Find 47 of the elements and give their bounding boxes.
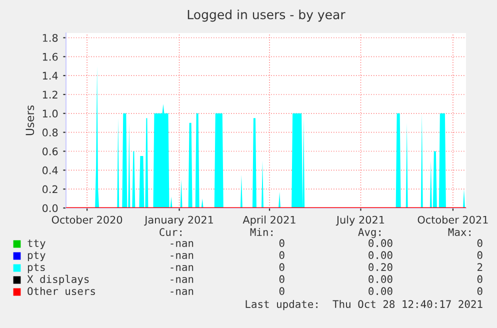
y-axis-title: Users [26, 105, 34, 136]
y-tick-label: 1.4 [42, 72, 58, 80]
legend-label: Other users [28, 286, 95, 296]
text: 0.00 [368, 239, 392, 248]
y-tick-label: 1.0 [42, 110, 58, 118]
text: 0.20 [368, 263, 392, 272]
text: 0 [477, 251, 482, 260]
y-tick-label: 1.2 [42, 90, 58, 98]
legend-label: X displays [27, 274, 89, 286]
legend-label: tty [28, 240, 46, 250]
text: Min: [250, 228, 272, 236]
x-tick-label: October 2021 [418, 216, 488, 224]
y-tick-label: 0.6 [42, 147, 58, 156]
text: Max: [448, 228, 470, 236]
legend-label: pts [28, 264, 45, 274]
text: Avg: [358, 228, 380, 238]
text: 0 [477, 287, 482, 296]
legend-label: pty [28, 252, 46, 262]
text: 0 [279, 239, 284, 248]
text: Cur: [160, 228, 182, 236]
text: 0 [477, 275, 482, 284]
text: 0.00 [368, 251, 392, 260]
text: -nan [170, 277, 194, 284]
text: -nan [170, 253, 194, 260]
text: 0.00 [368, 275, 392, 284]
text: -nan [170, 289, 194, 296]
x-tick-label: January 2021 [144, 216, 213, 226]
x-tick-label: October 2020 [52, 216, 122, 224]
text: Last update: Thu Oct 28 12:40:17 2021 [246, 300, 482, 310]
x-tick-label: April 2021 [242, 216, 296, 226]
y-tick-label: 1.8 [42, 34, 58, 42]
text: 0 [279, 263, 284, 272]
y-tick-label: 0.4 [42, 166, 58, 174]
x-tick-label: July 2021 [336, 216, 384, 226]
chart-title: Logged in users - by year [188, 10, 346, 22]
y-tick-label: 0.2 [42, 185, 58, 194]
text: -nan [170, 241, 194, 248]
y-tick-label: 1.6 [42, 52, 58, 61]
text: -nan [170, 265, 194, 272]
y-tick-label: 0.0 [42, 204, 58, 212]
text: 0 [279, 287, 284, 296]
text: 2 [478, 263, 482, 271]
y-tick-label: 0.8 [42, 128, 58, 136]
text: 0 [279, 251, 284, 260]
text: 0.00 [368, 287, 392, 296]
text: 0 [477, 239, 482, 248]
text: 0 [279, 275, 284, 284]
